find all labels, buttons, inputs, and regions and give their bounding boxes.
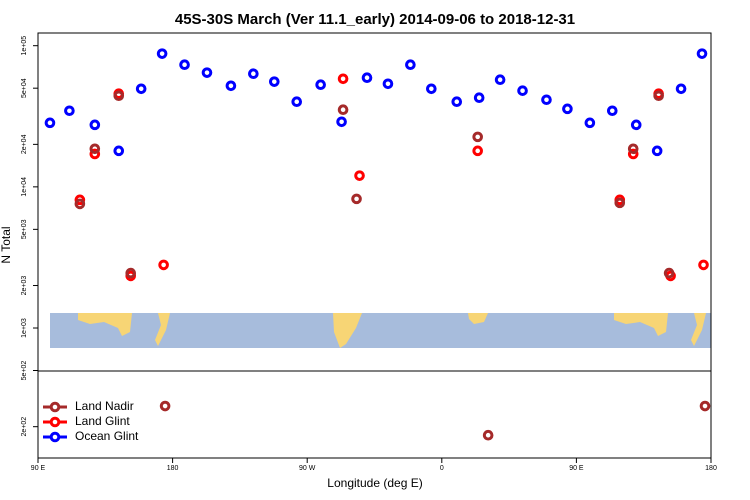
point: [225, 80, 237, 92]
point: [382, 78, 394, 90]
point: [336, 116, 347, 128]
point: [663, 267, 675, 279]
point: [89, 148, 101, 160]
point: [696, 48, 708, 59]
point: [627, 148, 639, 160]
point: [698, 259, 709, 271]
point: [89, 143, 101, 155]
point: [291, 96, 303, 108]
point: [113, 145, 125, 157]
point: [494, 74, 506, 86]
map-strip: [50, 313, 711, 348]
point: [337, 104, 349, 116]
point: [541, 94, 552, 106]
y-tick-label: 5e+02: [21, 361, 28, 381]
point: [451, 96, 463, 108]
y-tick-label: 5e+03: [21, 219, 28, 239]
point: [354, 170, 365, 181]
point: [473, 92, 485, 104]
x-tick-label: 180: [167, 465, 179, 472]
x-axis-label: Longitude (deg E): [327, 476, 422, 490]
point: [361, 72, 373, 84]
y-axis-label: N Total: [0, 226, 13, 263]
y-tick-label: 2e+02: [21, 417, 28, 437]
point: [156, 48, 168, 59]
legend-marker: [49, 401, 61, 413]
point: [482, 429, 494, 441]
y-tick-label: 2e+04: [21, 134, 28, 154]
point: [64, 105, 75, 117]
point: [44, 117, 56, 129]
y-tick-label: 1e+05: [21, 36, 28, 56]
point: [179, 59, 190, 71]
x-tick-label: 90 W: [299, 465, 316, 472]
point: [651, 145, 663, 157]
point: [158, 259, 169, 271]
x-tick-label: 0: [440, 465, 444, 472]
point: [606, 105, 618, 117]
legend-label: Ocean Glint: [75, 429, 139, 443]
point: [653, 90, 664, 102]
point: [125, 267, 137, 279]
legend-marker: [49, 431, 61, 443]
point: [74, 198, 86, 210]
point: [268, 76, 280, 87]
point: [337, 73, 349, 85]
point: [113, 90, 125, 102]
x-tick-label: 90 E: [569, 465, 584, 472]
y-tick-label: 5e+04: [21, 78, 28, 98]
point: [248, 68, 259, 80]
point: [699, 400, 711, 412]
point: [675, 83, 687, 95]
point: [584, 117, 596, 129]
point: [614, 197, 626, 209]
point: [351, 193, 362, 205]
legend-marker: [49, 416, 61, 428]
point: [89, 119, 101, 131]
point: [315, 79, 326, 91]
legend-label: Land Nadir: [75, 399, 134, 413]
x-tick-label: 180: [705, 465, 717, 472]
point: [426, 83, 437, 95]
y-tick-label: 2e+03: [21, 276, 28, 296]
point: [405, 59, 416, 71]
legend-label: Land Glint: [75, 414, 130, 428]
x-tick-label: 90 E: [31, 465, 46, 472]
point: [630, 119, 642, 131]
point: [472, 145, 483, 157]
point: [472, 131, 483, 143]
point: [135, 83, 147, 95]
point: [627, 143, 639, 155]
chart-title: 45S-30S March (Ver 11.1_early) 2014-09-0…: [175, 11, 575, 28]
point: [201, 67, 213, 78]
y-tick-label: 1e+04: [21, 177, 28, 197]
point: [159, 400, 171, 412]
point: [74, 194, 86, 206]
y-tick-label: 1e+03: [21, 318, 28, 338]
point: [562, 103, 573, 115]
point: [517, 85, 528, 96]
plot-frame: [37, 32, 712, 459]
